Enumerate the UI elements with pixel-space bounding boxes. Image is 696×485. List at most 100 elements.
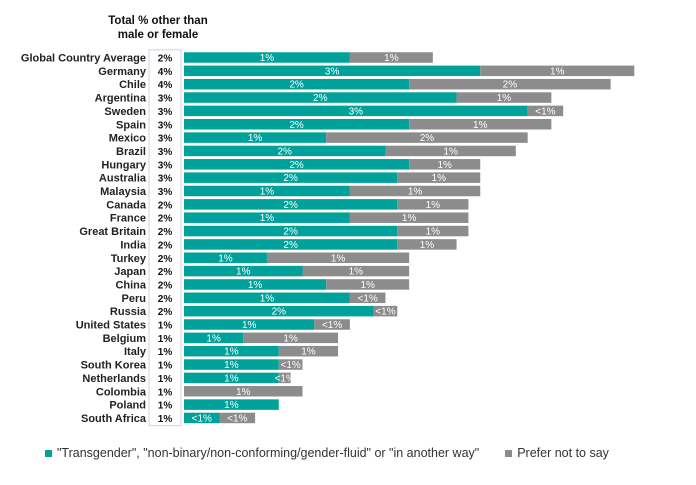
category-label: Chile: [119, 79, 146, 91]
category-label: Belgium: [103, 333, 147, 345]
bar-segment-prefer-not: [349, 212, 469, 223]
data-label: 1%: [224, 360, 239, 371]
category-label: Turkey: [111, 253, 147, 265]
total-value: 1%: [158, 414, 173, 425]
bar-segment-prefer-not: [480, 65, 635, 77]
bar-segment-transgender: [184, 132, 327, 143]
bar-segment-transgender: [184, 119, 410, 130]
data-label: 1%: [497, 93, 512, 104]
bar-segment-transgender: [184, 319, 315, 330]
bar-segment-transgender: [184, 212, 350, 223]
data-label: 1%: [402, 213, 417, 224]
category-label: France: [110, 213, 146, 225]
data-label: 1%: [224, 347, 239, 358]
total-value: 1%: [158, 361, 173, 372]
data-label: <1%: [192, 413, 212, 424]
bar-segment-transgender: [184, 359, 279, 370]
bar-segment-prefer-not: [397, 239, 457, 250]
bar-segment-transgender: [184, 399, 279, 410]
total-value: 2%: [158, 267, 173, 278]
total-value: 2%: [158, 294, 173, 305]
bar-segment-prefer-not: [409, 119, 552, 130]
category-label: Peru: [122, 293, 146, 305]
category-label: Brazil: [116, 146, 146, 158]
data-label: 2%: [283, 200, 298, 211]
data-label: 1%: [260, 293, 275, 304]
category-label: Spain: [116, 119, 146, 131]
bar-segment-transgender: [184, 92, 457, 103]
bar-segment-prefer-not: [278, 372, 291, 384]
category-label: Australia: [99, 173, 147, 185]
category-label: India: [120, 239, 147, 251]
data-label: 1%: [260, 53, 275, 64]
data-label: 1%: [218, 253, 233, 264]
total-value: 3%: [158, 187, 173, 198]
bar-segment-prefer-not: [349, 185, 481, 197]
bar-segment-prefer-not: [314, 319, 350, 330]
data-label: 1%: [236, 387, 251, 398]
bar-segment-transgender: [184, 252, 267, 263]
category-label: Italy: [124, 346, 147, 358]
data-label: <1%: [322, 320, 342, 331]
data-label: 2%: [283, 173, 298, 184]
legend-item-prefer-not: Prefer not to say: [505, 446, 609, 460]
data-label: 1%: [550, 66, 565, 77]
bar-segment-prefer-not: [266, 252, 410, 263]
data-label: 1%: [349, 267, 364, 278]
bar-segment-prefer-not: [184, 386, 303, 397]
data-label: 2%: [503, 80, 518, 91]
legend: "Transgender", "non-binary/non-conformin…: [45, 446, 609, 460]
legend-swatch-transgender: [45, 449, 52, 457]
data-label: 1%: [360, 280, 375, 291]
legend-swatch-prefer-not: [505, 449, 513, 457]
bar-segment-transgender: [184, 159, 410, 170]
total-value: 3%: [158, 107, 173, 118]
data-label: <1%: [227, 413, 247, 424]
data-label: 1%: [408, 187, 423, 198]
category-label: Global Country Average: [21, 53, 146, 65]
data-label: 2%: [277, 146, 292, 157]
category-label: Hungary: [101, 159, 147, 171]
bar-segment-prefer-not: [243, 332, 339, 344]
data-label: 1%: [236, 267, 251, 278]
bar-segment-prefer-not: [397, 172, 481, 183]
bar-segment-transgender: [184, 52, 350, 63]
category-label: Mexico: [109, 133, 147, 145]
data-label: 2%: [313, 93, 328, 104]
category-label: Sweden: [104, 106, 146, 118]
data-label: 1%: [242, 320, 257, 331]
data-label: 1%: [331, 253, 346, 264]
category-label: Argentina: [95, 93, 147, 105]
bar-segment-prefer-not: [385, 145, 516, 157]
data-label: 3%: [325, 66, 340, 77]
bar-segment-prefer-not: [278, 359, 303, 370]
category-label: Netherlands: [82, 373, 146, 385]
bar-segment-prefer-not: [278, 345, 339, 357]
data-label: 2%: [283, 240, 298, 251]
total-value: 2%: [158, 214, 173, 225]
data-label: 2%: [272, 307, 287, 318]
total-value: 3%: [158, 174, 173, 185]
category-label: Colombia: [96, 386, 147, 398]
total-value: 3%: [158, 120, 173, 131]
data-label: 1%: [301, 347, 316, 358]
data-label: <1%: [358, 293, 378, 304]
bar-segment-transgender: [184, 372, 279, 384]
bar-segment-transgender: [184, 225, 398, 237]
bar-segment-transgender: [184, 345, 279, 357]
total-value: 2%: [158, 280, 173, 291]
total-value: 3%: [158, 160, 173, 171]
total-value: 1%: [158, 374, 173, 385]
total-value: 4%: [158, 80, 173, 91]
category-label: United States: [76, 320, 146, 332]
bar-segment-prefer-not: [409, 159, 481, 170]
data-label: 1%: [420, 240, 435, 251]
bar-segment-prefer-not: [219, 412, 256, 424]
data-label: 1%: [248, 280, 263, 291]
total-value: 3%: [158, 134, 173, 145]
data-label: <1%: [535, 106, 555, 117]
data-label: 1%: [426, 200, 441, 211]
total-value: 2%: [158, 54, 173, 65]
data-label: <1%: [375, 307, 395, 318]
bar-segment-transgender: [184, 279, 327, 290]
